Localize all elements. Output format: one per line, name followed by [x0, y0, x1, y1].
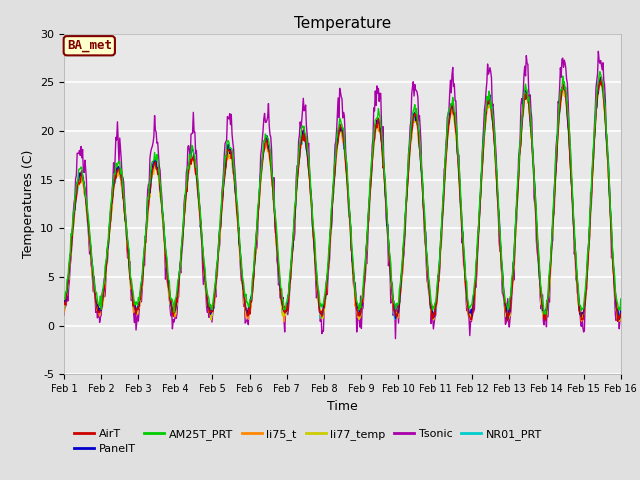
- li75_t: [60, 309, 68, 315]
- AM25T_PRT: [617, 296, 625, 302]
- PanelT: [504, 317, 511, 323]
- NR01_PRT: [60, 305, 68, 311]
- AirT: [426, 302, 434, 308]
- AM25T_PRT: [596, 69, 604, 74]
- Tsonic: [617, 308, 625, 314]
- PanelT: [60, 298, 68, 304]
- AM25T_PRT: [410, 106, 418, 111]
- AM25T_PRT: [426, 290, 434, 296]
- AirT: [70, 210, 78, 216]
- PanelT: [426, 302, 434, 308]
- li75_t: [411, 120, 419, 125]
- NR01_PRT: [214, 262, 221, 267]
- AirT: [598, 75, 605, 81]
- Text: BA_met: BA_met: [67, 39, 112, 52]
- AM25T_PRT: [70, 208, 78, 214]
- PanelT: [617, 305, 625, 311]
- li75_t: [280, 319, 288, 324]
- li77_temp: [410, 120, 418, 125]
- Line: li75_t: li75_t: [64, 77, 621, 322]
- PanelT: [597, 74, 605, 80]
- PanelT: [127, 280, 135, 286]
- li77_temp: [614, 318, 621, 324]
- Title: Temperature: Temperature: [294, 16, 391, 31]
- NR01_PRT: [597, 78, 605, 84]
- PanelT: [410, 113, 418, 119]
- AM25T_PRT: [214, 259, 221, 264]
- AM25T_PRT: [127, 276, 135, 282]
- Line: PanelT: PanelT: [64, 77, 621, 320]
- li75_t: [214, 265, 221, 271]
- Tsonic: [214, 272, 221, 277]
- PanelT: [214, 262, 221, 268]
- AM25T_PRT: [540, 311, 548, 317]
- Tsonic: [127, 298, 135, 303]
- AirT: [617, 311, 625, 316]
- Tsonic: [411, 82, 419, 87]
- li75_t: [184, 172, 192, 178]
- li77_temp: [596, 77, 604, 83]
- Line: NR01_PRT: NR01_PRT: [64, 81, 621, 320]
- NR01_PRT: [127, 284, 135, 289]
- AirT: [184, 169, 192, 175]
- li77_temp: [426, 296, 434, 302]
- NR01_PRT: [184, 176, 192, 182]
- NR01_PRT: [616, 317, 624, 323]
- NR01_PRT: [426, 305, 434, 311]
- Tsonic: [70, 200, 78, 205]
- li75_t: [617, 311, 625, 317]
- NR01_PRT: [70, 215, 78, 221]
- PanelT: [184, 171, 192, 177]
- AirT: [214, 260, 221, 266]
- AM25T_PRT: [184, 164, 192, 169]
- Tsonic: [595, 48, 602, 54]
- PanelT: [70, 209, 78, 215]
- AirT: [614, 318, 621, 324]
- li75_t: [127, 285, 135, 290]
- NR01_PRT: [617, 308, 625, 313]
- Legend: AirT, PanelT, AM25T_PRT, li75_t, li77_temp, Tsonic, NR01_PRT: AirT, PanelT, AM25T_PRT, li75_t, li77_te…: [70, 424, 547, 459]
- li77_temp: [214, 264, 221, 269]
- AM25T_PRT: [60, 296, 68, 301]
- li75_t: [595, 74, 603, 80]
- Line: Tsonic: Tsonic: [64, 51, 621, 338]
- li77_temp: [70, 211, 78, 216]
- Line: AirT: AirT: [64, 78, 621, 321]
- li75_t: [428, 305, 435, 311]
- Line: AM25T_PRT: AM25T_PRT: [64, 72, 621, 314]
- Tsonic: [184, 144, 192, 149]
- li77_temp: [127, 281, 135, 287]
- Tsonic: [428, 321, 435, 326]
- Line: li77_temp: li77_temp: [64, 80, 621, 321]
- li75_t: [70, 216, 78, 221]
- AirT: [60, 301, 68, 307]
- X-axis label: Time: Time: [327, 400, 358, 413]
- li77_temp: [184, 174, 192, 180]
- li77_temp: [617, 313, 625, 319]
- NR01_PRT: [410, 111, 418, 117]
- Y-axis label: Temperatures (C): Temperatures (C): [22, 150, 35, 258]
- Tsonic: [60, 312, 68, 318]
- AirT: [410, 113, 418, 119]
- Tsonic: [392, 336, 399, 341]
- li77_temp: [60, 300, 68, 306]
- AirT: [127, 284, 135, 289]
